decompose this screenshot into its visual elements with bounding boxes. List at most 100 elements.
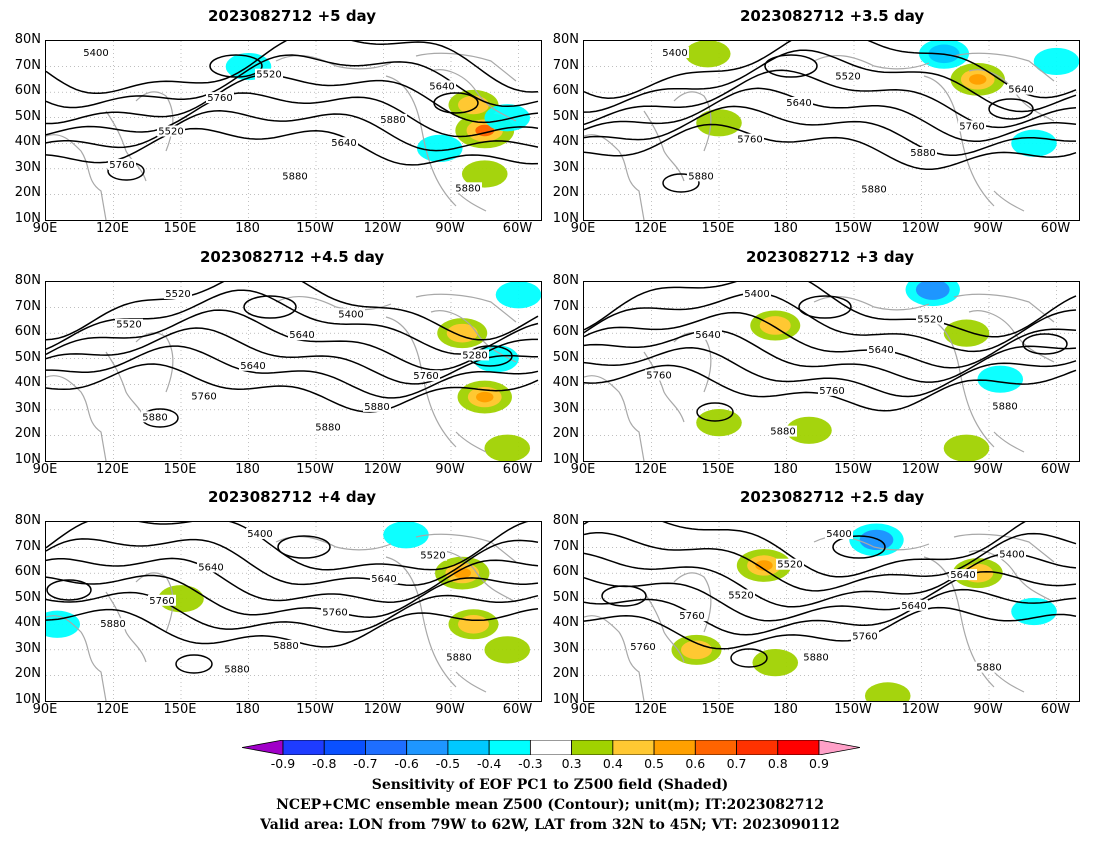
z500-contour-line — [584, 588, 1077, 636]
lon-tick-label: 90E — [570, 221, 596, 236]
sensitivity-shade — [484, 636, 531, 664]
z500-contours — [46, 522, 539, 674]
lat-tick-label: 60N — [14, 83, 41, 99]
colorbar-box — [529, 739, 573, 756]
colorbar-tick-label: 0.5 — [644, 756, 664, 771]
contour-label: 5880 — [770, 427, 795, 438]
contour-label: 5640 — [901, 601, 926, 612]
z500-closed-contour — [277, 535, 331, 559]
contour-label-bg — [629, 640, 657, 652]
sensitivity-shade — [943, 319, 990, 347]
contour-label: 5760 — [630, 642, 655, 653]
lat-tick-label: 70N — [552, 538, 579, 554]
map-plot-area: 5400 5400 5520 5640 5520 5640 5760 5760 5760 5880… — [583, 521, 1080, 702]
z500-closed-contour — [798, 295, 852, 319]
sensitivity-shade — [696, 409, 742, 437]
coastline — [455, 190, 487, 212]
z500-contour-line — [46, 127, 539, 166]
sensitivity-shade-max — [476, 391, 494, 403]
coastline — [430, 69, 517, 122]
contour-label: 5280 — [462, 350, 487, 361]
lon-tick-label: 180 — [235, 462, 260, 477]
map-plot-area: 5400 5520 5640 5640 5760 5760 5880 5880 5880 — [583, 40, 1080, 221]
sensitivity-shade — [416, 134, 463, 162]
lon-tick-label: 120E — [633, 462, 668, 477]
coastline — [415, 52, 517, 82]
contour-label-bg — [321, 606, 349, 618]
contour-label-bg — [958, 120, 986, 132]
z500-closed-contour — [832, 535, 886, 559]
lat-tick-label: 30N — [14, 640, 41, 656]
coastline — [105, 591, 147, 663]
z500-contour-line — [584, 522, 1026, 578]
contour-label-bg — [206, 92, 234, 104]
z500-contour-line — [584, 41, 1077, 99]
map-panel: 2023082712 +4.5 day 5520 5400 5520 5640 5280 5… — [15, 248, 542, 477]
lon-tick-label: 90W — [435, 462, 465, 477]
lon-tick-label: 120E — [95, 221, 130, 236]
lon-tick-label: 120E — [95, 462, 130, 477]
lon-tick-label: 150W — [834, 702, 872, 717]
sensitivity-shade — [1033, 47, 1079, 76]
contour-label: 5400 — [744, 289, 769, 300]
map-svg: 5400 5520 5640 5640 5760 5760 5880 5880 5880 5880 — [46, 522, 541, 701]
contour-label-bg — [363, 400, 391, 412]
lon-tick-label: 150E — [163, 702, 197, 717]
coastline — [275, 536, 392, 551]
contour-label: 5640 — [1008, 85, 1033, 96]
contour-label: 5760 — [413, 371, 438, 382]
contour-label-bg — [645, 369, 673, 381]
lon-tick-label: 90E — [32, 702, 58, 717]
lat-tick-label: 40N — [14, 615, 41, 631]
contour-label: 5760 — [646, 371, 671, 382]
contour-label: 5880 — [861, 185, 886, 196]
contour-label: 5880 — [224, 664, 249, 675]
z500-contour-line — [46, 363, 539, 413]
contour-label: 5760 — [109, 160, 134, 171]
contour-label-bg — [900, 599, 928, 611]
map-panel: 2023082712 +4 day 5400 5520 5640 5640 5760 576… — [15, 488, 542, 717]
z500-contour-line — [584, 311, 1077, 369]
contour-label: 5760 — [149, 596, 174, 607]
contour-label: 5760 — [207, 93, 232, 104]
lon-tick-label: 180 — [773, 221, 798, 236]
contour-label: 5400 — [662, 48, 687, 59]
coastline — [953, 293, 1055, 323]
coastline — [430, 310, 517, 363]
sensitivity-shade-core — [458, 95, 489, 115]
contour-label-bg — [694, 328, 722, 340]
colorbar-box — [571, 739, 614, 756]
map-panel: 2023082712 +5 day 5400 5520 5640 5760 5880 552… — [15, 7, 542, 236]
colorbar-box — [612, 739, 655, 756]
contour-label: 5640 — [240, 361, 265, 372]
z500-closed-contour — [988, 98, 1034, 120]
map-plot-area: 5400 5520 5640 5640 5760 5760 5880 5880 5880 5880 — [45, 521, 542, 702]
lat-tick-label: 40N — [552, 375, 579, 391]
contour-label-bg — [288, 329, 316, 341]
lon-tick-label: 150W — [834, 221, 872, 236]
contour-label-bg — [461, 349, 489, 361]
lon-tick-label: 120W — [901, 221, 940, 236]
coastline — [46, 375, 107, 461]
map-plot-area: 5520 5400 5520 5640 5280 5640 5760 5760 5880 5880… — [45, 281, 542, 462]
contour-label-bg — [975, 661, 1003, 673]
map-plot-area: 5400 5520 5640 5760 5880 5520 5640 5760 5880 5880 — [45, 40, 542, 221]
lat-tick-label: 50N — [14, 349, 41, 365]
contour-label-bg — [255, 68, 283, 80]
colorbar-tick-label: 0.4 — [602, 756, 623, 771]
contour-label: 5640 — [429, 81, 454, 92]
map-svg: 5520 5400 5520 5640 5280 5640 5760 5760 5880 5880… — [46, 282, 541, 461]
lon-tick-label: 60W — [1040, 702, 1071, 717]
caption-line: Valid area: LON from 79W to 62W, LAT fro… — [260, 817, 840, 833]
contour-label: 5400 — [83, 48, 108, 59]
contour-label-bg — [454, 182, 482, 194]
z500-contour-line — [46, 522, 529, 571]
lat-tick-label: 70N — [552, 57, 579, 73]
lon-tick-label: 90E — [570, 702, 596, 717]
lat-tick-label: 10N — [14, 211, 41, 226]
lat-tick-label: 20N — [14, 666, 41, 682]
lat-tick-label: 30N — [14, 400, 41, 416]
contour-label-bg — [1007, 83, 1035, 95]
contour-label-bg — [157, 125, 185, 137]
lat-tick-label: 10N — [14, 692, 41, 707]
